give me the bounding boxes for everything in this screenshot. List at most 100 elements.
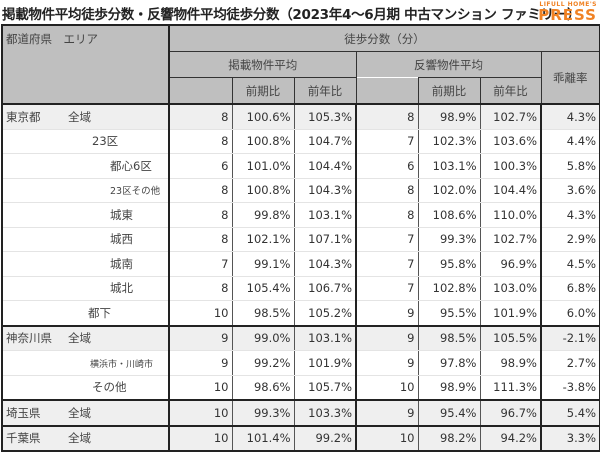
listed-prev-year: 104.3% bbox=[293, 178, 357, 203]
area-name: 城東 bbox=[110, 207, 133, 222]
table-row: 都下 10 98.5% 105.2% 9 95.5% 101.9% 6.0% bbox=[1, 300, 600, 326]
listed-prev-year: 105.7% bbox=[293, 375, 357, 401]
table-row: 神奈川県 全域 9 99.0% 103.1% 9 98.5% 105.5% -2.… bbox=[1, 324, 600, 351]
area-name: 全域 bbox=[68, 405, 91, 420]
response-minutes: 8 bbox=[355, 103, 419, 130]
response-minutes: 7 bbox=[355, 276, 419, 301]
prefecture: 東京都 bbox=[6, 109, 41, 124]
response-minutes: 9 bbox=[355, 300, 419, 326]
listed-minutes: 8 bbox=[168, 178, 233, 203]
prefecture: 千葉県 bbox=[6, 431, 41, 446]
response-prev-year: 102.7% bbox=[479, 227, 542, 252]
listed-prev-period: 100.8% bbox=[231, 178, 295, 203]
divergence-rate: 3.3% bbox=[539, 424, 600, 452]
response-prev-period: 98.2% bbox=[417, 424, 481, 452]
table-row: 23区その他 8 100.8% 104.3% 8 102.0% 104.4% 3… bbox=[1, 178, 600, 203]
header-response-prev-year: 前年比 bbox=[479, 77, 542, 105]
response-minutes: 9 bbox=[355, 324, 419, 351]
header-listed-min bbox=[168, 77, 233, 105]
divergence-rate: 2.7% bbox=[539, 350, 600, 376]
response-minutes: 10 bbox=[355, 424, 419, 452]
response-prev-year: 104.4% bbox=[479, 178, 542, 203]
response-prev-year: 96.7% bbox=[479, 399, 542, 426]
area-name: 都下 bbox=[88, 305, 111, 320]
header-divergence: 乖離率 bbox=[540, 51, 600, 105]
listed-prev-period: 99.0% bbox=[231, 324, 295, 351]
listed-minutes: 9 bbox=[168, 350, 233, 376]
response-minutes: 8 bbox=[355, 178, 419, 203]
area-name: 都心6区 bbox=[110, 158, 152, 173]
divergence-rate: 6.0% bbox=[539, 300, 600, 326]
response-prev-year: 102.7% bbox=[479, 103, 542, 130]
response-minutes: 7 bbox=[355, 129, 419, 154]
response-prev-period: 95.8% bbox=[417, 251, 481, 277]
listed-minutes: 6 bbox=[168, 153, 233, 179]
listed-minutes: 8 bbox=[168, 276, 233, 301]
response-minutes: 7 bbox=[355, 227, 419, 252]
header-listed-prev-period: 前期比 bbox=[231, 77, 295, 105]
response-prev-period: 98.9% bbox=[417, 103, 481, 130]
table-row: 横浜市・川崎市 9 99.2% 101.9% 9 97.8% 98.9% 2.7… bbox=[1, 350, 600, 376]
response-prev-year: 96.9% bbox=[479, 251, 542, 277]
walk-minutes-table: 都道府県 エリア 徒歩分数（分） 掲載物件平均 反響物件平均 乖離率 前期比 前… bbox=[1, 24, 600, 452]
listed-prev-period: 101.4% bbox=[231, 424, 295, 452]
table-row: 東京都 全域 8 100.6% 105.3% 8 98.9% 102.7% 4.3… bbox=[1, 103, 600, 130]
listed-minutes: 7 bbox=[168, 251, 233, 277]
listed-prev-period: 102.1% bbox=[231, 227, 295, 252]
header-listed-avg: 掲載物件平均 bbox=[168, 51, 357, 78]
divergence-rate: 4.5% bbox=[539, 251, 600, 277]
divergence-rate: 3.6% bbox=[539, 178, 600, 203]
response-prev-period: 98.5% bbox=[417, 324, 481, 351]
response-prev-period: 95.5% bbox=[417, 300, 481, 326]
listed-prev-year: 106.7% bbox=[293, 276, 357, 301]
header-area: 都道府県 エリア bbox=[1, 24, 170, 105]
area-name: 城南 bbox=[110, 256, 133, 271]
table-row: その他 10 98.6% 105.7% 10 98.9% 111.3% -3.8… bbox=[1, 375, 600, 401]
listed-minutes: 8 bbox=[168, 227, 233, 252]
response-prev-year: 94.2% bbox=[479, 424, 542, 452]
area-name: 横浜市・川崎市 bbox=[90, 359, 154, 370]
divergence-rate: 5.8% bbox=[539, 153, 600, 179]
table-row: 23区 8 100.8% 104.7% 7 102.3% 103.6% 4.4% bbox=[1, 129, 600, 154]
divergence-rate: 4.3% bbox=[539, 103, 600, 130]
area-name: 全域 bbox=[68, 331, 91, 346]
response-prev-year: 98.9% bbox=[479, 350, 542, 376]
response-minutes: 9 bbox=[355, 350, 419, 376]
logo-small-text: LIFULL HOME'S bbox=[539, 1, 597, 8]
area-name: 城北 bbox=[110, 281, 133, 296]
response-prev-period: 102.3% bbox=[417, 129, 481, 154]
response-prev-year: 105.5% bbox=[479, 324, 542, 351]
header-response-prev-period: 前期比 bbox=[417, 77, 481, 105]
listed-minutes: 8 bbox=[168, 103, 233, 130]
response-prev-period: 98.9% bbox=[417, 375, 481, 401]
listed-prev-year: 101.9% bbox=[293, 350, 357, 376]
listed-prev-period: 98.6% bbox=[231, 375, 295, 401]
area-name: 城西 bbox=[110, 232, 133, 247]
divergence-rate: 4.3% bbox=[539, 202, 600, 228]
response-prev-year: 103.0% bbox=[479, 276, 542, 301]
table-row: 城西 8 102.1% 107.1% 7 99.3% 102.7% 2.9% bbox=[1, 227, 600, 252]
listed-prev-period: 99.8% bbox=[231, 202, 295, 228]
divergence-rate: 2.9% bbox=[539, 227, 600, 252]
response-prev-period: 102.8% bbox=[417, 276, 481, 301]
response-prev-year: 101.9% bbox=[479, 300, 542, 326]
listed-prev-period: 100.8% bbox=[231, 129, 295, 154]
listed-prev-period: 98.5% bbox=[231, 300, 295, 326]
response-minutes: 10 bbox=[355, 375, 419, 401]
lifull-homes-press-logo: LIFULL HOME'S PRESS bbox=[538, 1, 597, 23]
table-row: 城東 8 99.8% 103.1% 8 108.6% 110.0% 4.3% bbox=[1, 202, 600, 228]
response-prev-period: 108.6% bbox=[417, 202, 481, 228]
listed-minutes: 8 bbox=[168, 202, 233, 228]
listed-prev-period: 99.3% bbox=[231, 399, 295, 426]
listed-prev-year: 104.3% bbox=[293, 251, 357, 277]
listed-prev-year: 104.4% bbox=[293, 153, 357, 179]
listed-minutes: 9 bbox=[168, 324, 233, 351]
header-walk-minutes: 徒歩分数（分） bbox=[168, 24, 600, 52]
listed-prev-year: 103.3% bbox=[293, 399, 357, 426]
listed-minutes: 10 bbox=[168, 300, 233, 326]
table-row: 埼玉県 全域 10 99.3% 103.3% 9 95.4% 96.7% 5.4% bbox=[1, 399, 600, 426]
listed-minutes: 10 bbox=[168, 424, 233, 452]
response-prev-period: 102.0% bbox=[417, 178, 481, 203]
divergence-rate: 5.4% bbox=[539, 399, 600, 426]
header-listed-prev-year: 前年比 bbox=[293, 77, 357, 105]
